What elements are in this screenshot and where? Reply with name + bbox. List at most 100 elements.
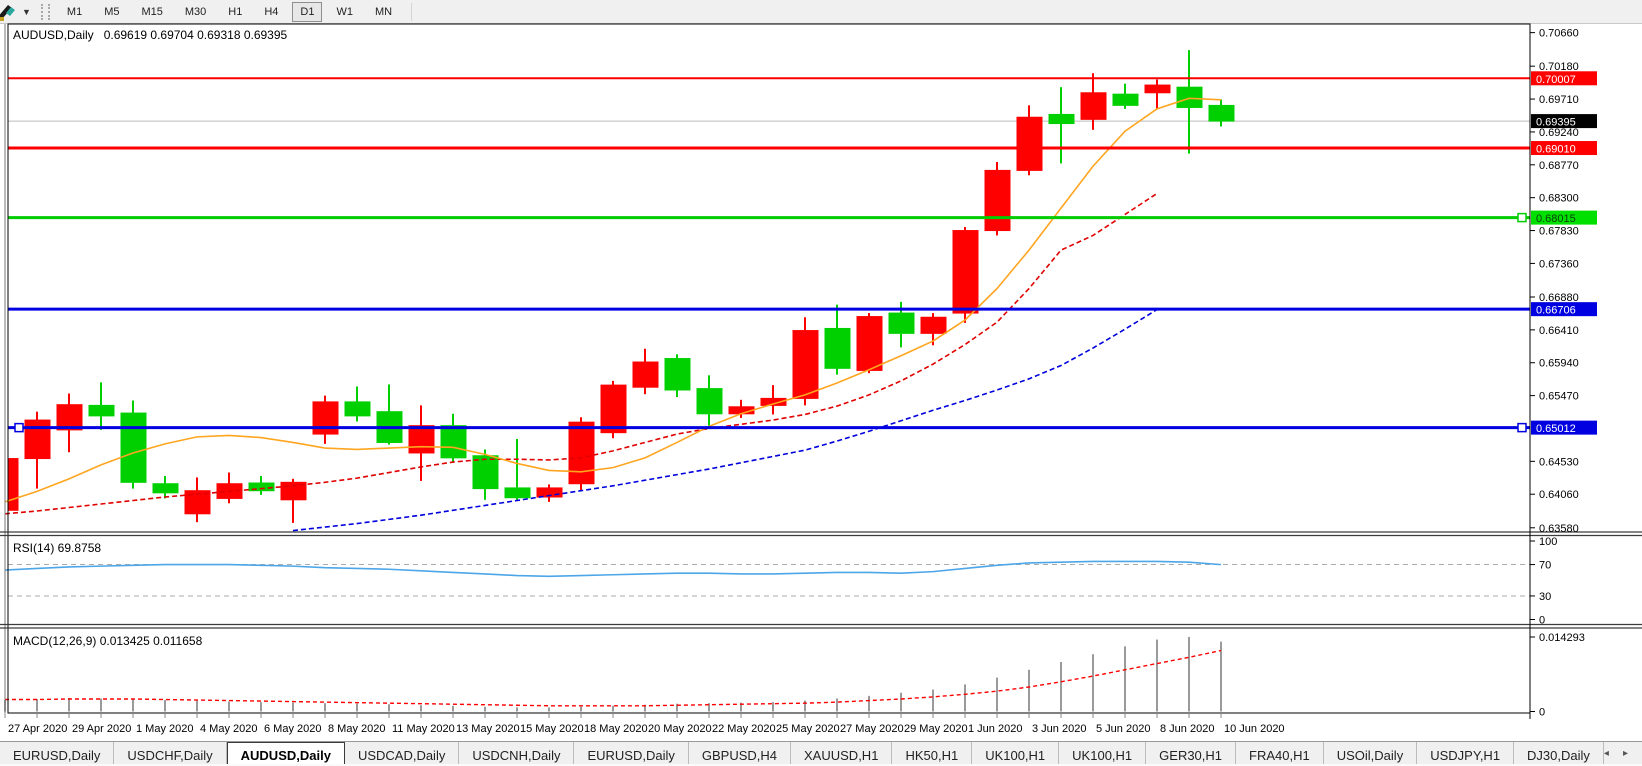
cursor-tool-icon[interactable] bbox=[0, 3, 20, 21]
price-flag bbox=[1531, 141, 1597, 156]
hline-handle[interactable] bbox=[14, 422, 24, 433]
candle-body bbox=[440, 425, 467, 459]
chart-tab-FRA40-H1[interactable]: FRA40,H1 bbox=[1236, 742, 1324, 765]
price-tick-label: 0.67830 bbox=[1539, 226, 1579, 238]
date-label: 18 May 2020 bbox=[584, 723, 648, 735]
candle-body bbox=[56, 404, 83, 431]
ma-mid-line bbox=[4, 192, 1158, 515]
price-flag bbox=[1531, 210, 1597, 225]
date-label: 1 Jun 2020 bbox=[968, 723, 1022, 735]
chart-tab-USDCAD-Daily[interactable]: USDCAD,Daily bbox=[345, 742, 460, 765]
price-tick-label: 0.68770 bbox=[1539, 160, 1579, 172]
candle-body bbox=[888, 312, 915, 334]
cursor-dropdown-arrow-icon[interactable]: ▼ bbox=[22, 6, 31, 17]
chart-tab-GER30-H1[interactable]: GER30,H1 bbox=[1146, 742, 1237, 765]
date-label: 20 May 2020 bbox=[648, 723, 712, 735]
date-label: 3 Jun 2020 bbox=[1032, 723, 1086, 735]
timeframe-button-M1[interactable]: M1 bbox=[66, 5, 83, 18]
tab-scroll-right-icon[interactable]: ▸ bbox=[1622, 747, 1628, 759]
hline-handle[interactable] bbox=[1517, 212, 1527, 223]
date-label: 29 May 2020 bbox=[904, 723, 968, 735]
chart-tab-EURUSD-Daily[interactable]: EURUSD,Daily bbox=[0, 742, 115, 765]
candle-body bbox=[664, 358, 691, 391]
hline-handle[interactable] bbox=[1517, 422, 1527, 433]
candle-body bbox=[184, 490, 211, 515]
candle-body bbox=[1208, 104, 1235, 122]
candle-body bbox=[504, 487, 531, 499]
candle-body bbox=[792, 330, 819, 399]
candle-body bbox=[344, 401, 371, 417]
price-tick-label: 0.65940 bbox=[1539, 358, 1579, 370]
candle-body bbox=[696, 388, 723, 415]
price-tick-label: 0.69710 bbox=[1539, 94, 1579, 106]
timeframe-button-H4[interactable]: H4 bbox=[264, 5, 279, 18]
candle-body bbox=[248, 482, 275, 492]
price-flag-label: 0.69010 bbox=[1536, 144, 1576, 156]
candle-body bbox=[88, 404, 115, 417]
price-flag bbox=[1531, 114, 1597, 129]
timeframe-button-H1[interactable]: H1 bbox=[228, 5, 243, 18]
candle-body bbox=[408, 425, 435, 454]
chart-tab-UK100-H1[interactable]: UK100,H1 bbox=[1059, 742, 1147, 765]
date-label: 22 May 2020 bbox=[712, 723, 776, 735]
timeframe-button-M15[interactable]: M15 bbox=[141, 5, 163, 18]
date-label: 15 May 2020 bbox=[520, 723, 584, 735]
candle-body bbox=[312, 401, 339, 435]
macd-signal-line bbox=[5, 649, 1222, 707]
candle-body bbox=[920, 316, 947, 334]
timeframe-button-M30[interactable]: M30 bbox=[184, 5, 207, 18]
price-flag-label: 0.65012 bbox=[1536, 423, 1576, 435]
date-label: 27 May 2020 bbox=[840, 723, 904, 735]
chart-tab-AUDUSD-Daily[interactable]: AUDUSD,Daily bbox=[226, 742, 345, 765]
price-tick-label: 0.70180 bbox=[1539, 61, 1579, 73]
price-flag-label: 0.69395 bbox=[1536, 117, 1576, 129]
chart-frame bbox=[7, 23, 1531, 714]
chart-tab-USDJPY-H1[interactable]: USDJPY,H1 bbox=[1417, 742, 1515, 765]
candle-body bbox=[1144, 84, 1171, 94]
ma-fast-line bbox=[4, 97, 1222, 503]
toolbar-drag-handle[interactable] bbox=[40, 3, 50, 20]
candle-body bbox=[152, 483, 179, 494]
candle-body bbox=[7, 458, 19, 511]
timeframe-button-D1[interactable]: D1 bbox=[292, 1, 323, 22]
candle-body bbox=[1112, 93, 1139, 106]
macd-tick-label: 0.014293 bbox=[1539, 632, 1585, 644]
timeframe-button-M5[interactable]: M5 bbox=[104, 5, 120, 18]
chart-tab-HK50-H1[interactable]: HK50,H1 bbox=[892, 742, 973, 765]
tab-scroll-arrows: ◂ ▸ bbox=[1604, 742, 1642, 765]
chart-tab-EURUSD-Daily[interactable]: EURUSD,Daily bbox=[574, 742, 689, 765]
price-tick-label: 0.70660 bbox=[1539, 28, 1579, 40]
chart-tab-XAUUSD-H1[interactable]: XAUUSD,H1 bbox=[791, 742, 893, 765]
price-flag bbox=[1531, 302, 1597, 317]
rsi-tick-label: 30 bbox=[1539, 591, 1551, 603]
rsi-tick-label: 100 bbox=[1539, 536, 1557, 548]
price-tick-label: 0.69240 bbox=[1539, 127, 1579, 139]
rsi-tick-label: 0 bbox=[1539, 615, 1545, 627]
date-label: 8 Jun 2020 bbox=[1160, 723, 1214, 735]
chart-tab-USDCHF-Daily[interactable]: USDCHF,Daily bbox=[114, 742, 227, 765]
candle-body bbox=[536, 487, 563, 498]
candle-body bbox=[1016, 116, 1043, 171]
price-tick-label: 0.65470 bbox=[1539, 391, 1579, 403]
date-label: 29 Apr 2020 bbox=[72, 723, 131, 735]
price-tick-label: 0.68300 bbox=[1539, 193, 1579, 205]
chart-tab-GBPUSD-H4[interactable]: GBPUSD,H4 bbox=[689, 742, 792, 765]
chart-tab-UK100-H1[interactable]: UK100,H1 bbox=[972, 742, 1060, 765]
ma-slow-line bbox=[292, 308, 1158, 532]
chart-tabs: EURUSD,Daily USDCHF,Daily AUDUSD,Daily USDC… bbox=[0, 742, 1604, 765]
chart-tab-USOil-Daily[interactable]: USOil,Daily bbox=[1324, 742, 1418, 765]
candle-body bbox=[24, 419, 51, 460]
price-tick-label: 0.64060 bbox=[1539, 489, 1579, 501]
chart-canvas[interactable]: 0.70660 0.70180 0.69710 0.69240 0.68770 0.683… bbox=[0, 0, 1642, 741]
chart-tab-DJ30-Daily[interactable]: DJ30,Daily bbox=[1514, 742, 1604, 765]
price-flag-label: 0.66706 bbox=[1536, 305, 1576, 317]
date-label: 27 Apr 2020 bbox=[8, 723, 67, 735]
candle-body bbox=[952, 230, 979, 314]
timeframe-button-W1[interactable]: W1 bbox=[336, 5, 353, 18]
chart-tab-bar: EURUSD,Daily USDCHF,Daily AUDUSD,Daily USDC… bbox=[0, 741, 1642, 765]
date-label: 5 Jun 2020 bbox=[1096, 723, 1150, 735]
chart-tab-USDCNH-Daily[interactable]: USDCNH,Daily bbox=[459, 742, 575, 765]
timeframe-button-MN[interactable]: MN bbox=[374, 5, 393, 18]
timeframe-buttons: M1 M5 M15 M30 H1 H4 D1 W1 MN bbox=[56, 1, 403, 22]
tab-scroll-left-icon[interactable]: ◂ bbox=[1603, 747, 1609, 759]
